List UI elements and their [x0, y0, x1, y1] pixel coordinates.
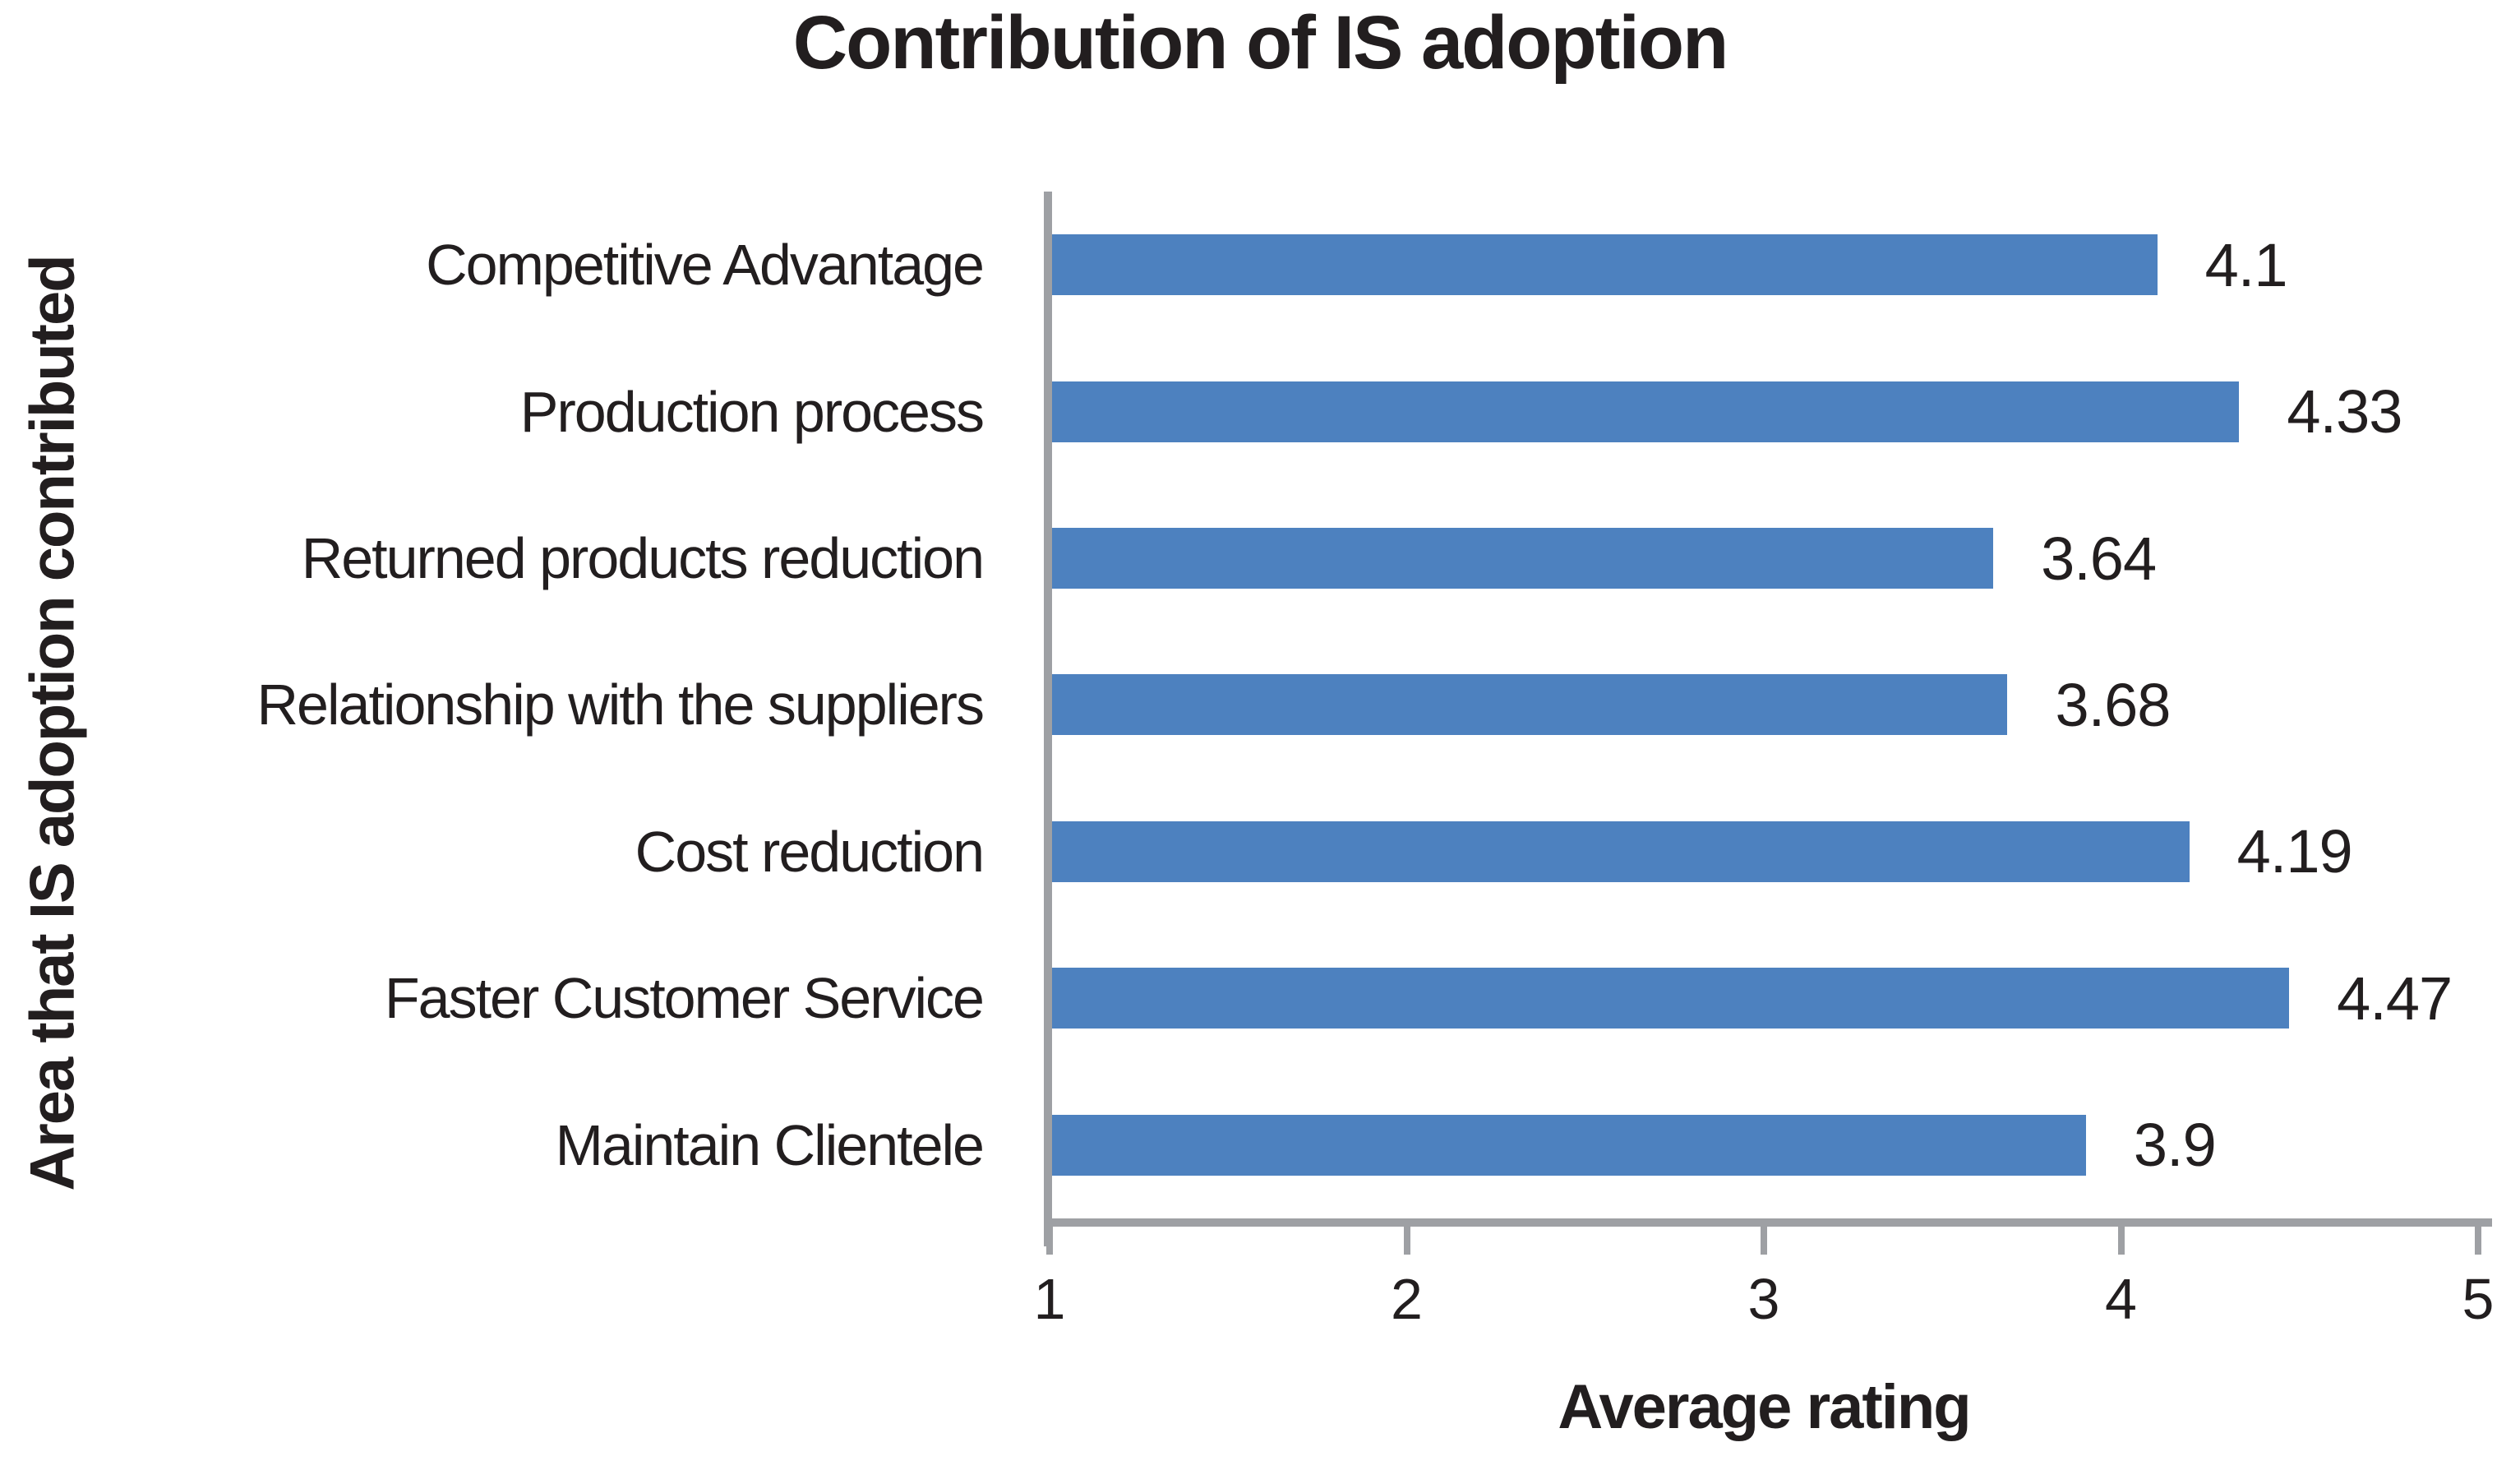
bar [1052, 528, 1994, 589]
category-label: Cost reduction [635, 819, 985, 884]
x-axis-tick-labels: 1 2 3 4 5 [1034, 1266, 2495, 1340]
x-axis-tick [2475, 1227, 2481, 1255]
bar [1052, 968, 2290, 1029]
value-label: 3.9 [2133, 1111, 2217, 1180]
y-axis-line [1044, 192, 1052, 1246]
x-axis-tick [1761, 1227, 1767, 1255]
x-tick-label: 2 [1391, 1267, 1423, 1331]
value-label: 4.33 [2287, 377, 2402, 446]
category-axis-labels: Competitive Advantage Production process… [0, 192, 1008, 1218]
bar-row: 4.33 [1052, 338, 2478, 484]
x-tick-label: 1 [1033, 1267, 1066, 1331]
x-axis-ticks [1046, 1227, 2481, 1255]
plot-area: 4.1 4.33 3.64 3.68 4.19 4.47 3.9 [1052, 192, 2478, 1218]
value-label: 3.64 [2041, 524, 2157, 593]
category-label: Relationship with the suppliers [256, 673, 985, 737]
bar [1052, 821, 2190, 882]
value-label: 4.1 [2204, 230, 2288, 299]
x-tick-label: 3 [1747, 1267, 1780, 1331]
bar [1052, 674, 2008, 736]
bar-row: 3.68 [1052, 631, 2478, 778]
x-tick-label: 5 [2462, 1267, 2495, 1331]
bar-row: 3.9 [1052, 1072, 2478, 1218]
category-label: Maintain Clientele [555, 1112, 985, 1177]
bar [1052, 1114, 2086, 1176]
x-axis-tick [1403, 1227, 1410, 1255]
x-axis-title: Average rating [1558, 1372, 1971, 1442]
chart-title: Contribution of IS adoption [792, 1, 1729, 85]
x-axis-line [1044, 1218, 2492, 1227]
value-label: 4.47 [2337, 964, 2453, 1033]
x-axis-tick [1046, 1227, 1053, 1255]
bar-row: 4.19 [1052, 779, 2478, 925]
category-label: Production process [519, 379, 985, 444]
category-label: Faster Customer Service [384, 966, 985, 1031]
bar-row: 3.64 [1052, 485, 2478, 631]
x-axis-tick [2117, 1227, 2125, 1255]
bar-row: 4.1 [1052, 192, 2478, 338]
category-label: Competitive Advantage [426, 233, 985, 298]
value-label: 3.68 [2055, 670, 2171, 739]
x-tick-label: 4 [2105, 1267, 2137, 1331]
bar-row: 4.47 [1052, 925, 2478, 1071]
bar [1052, 381, 2240, 442]
value-label: 4.19 [2236, 817, 2353, 886]
bar [1052, 234, 2158, 296]
category-label: Returned products reduction [301, 526, 985, 591]
